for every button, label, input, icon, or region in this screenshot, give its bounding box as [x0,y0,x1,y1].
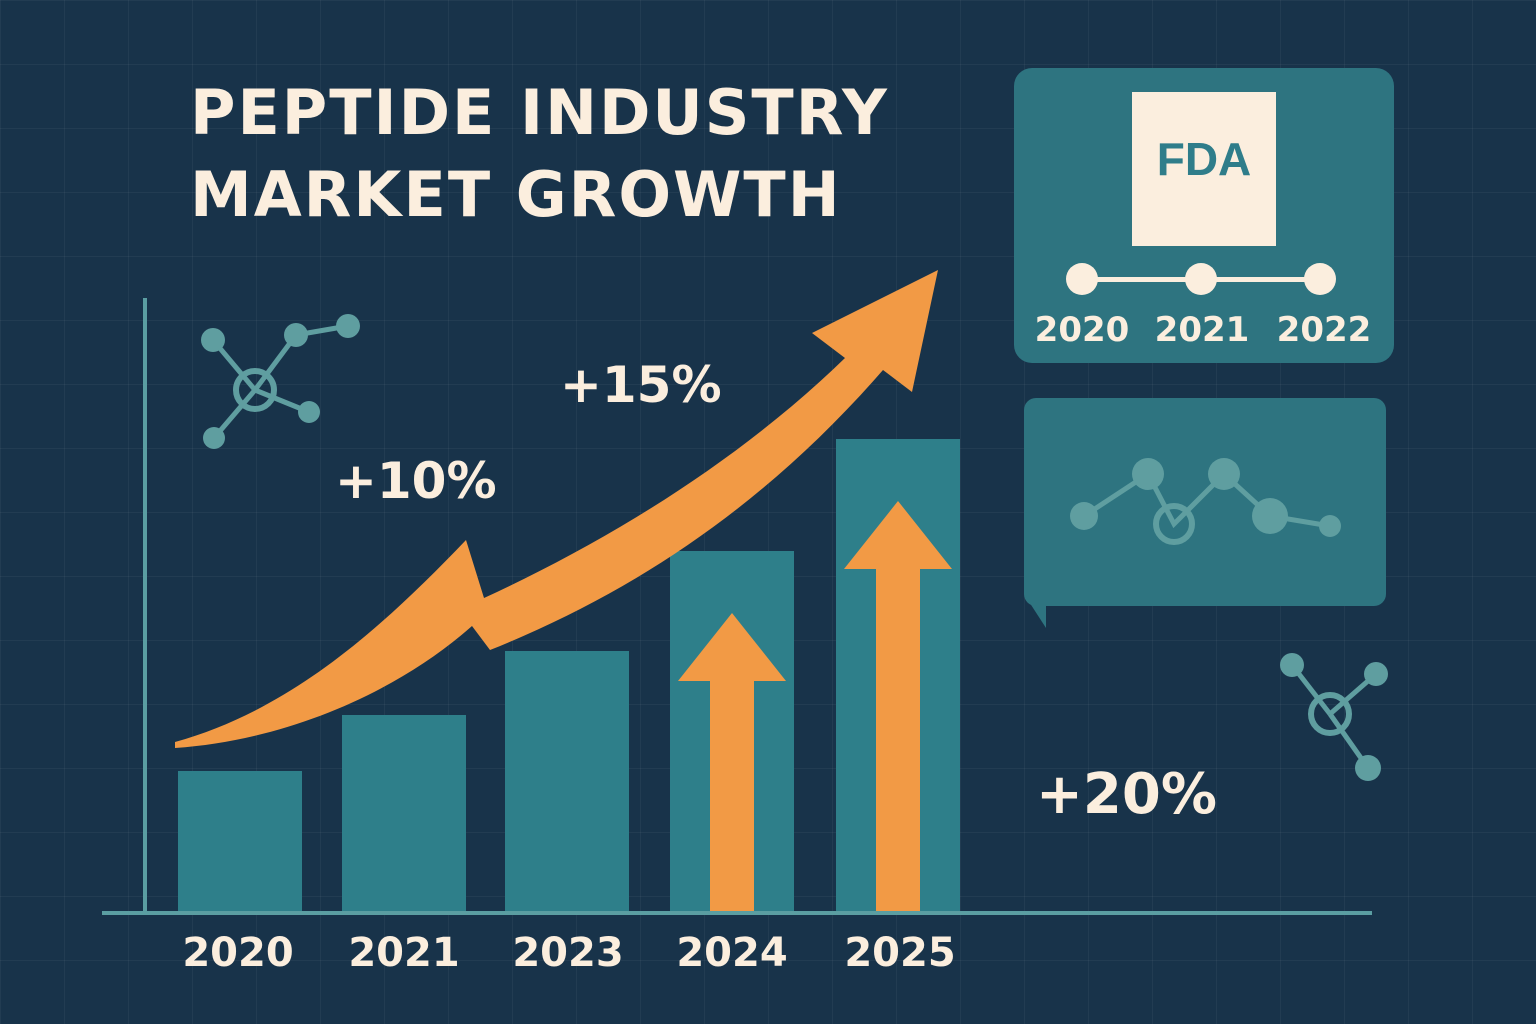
timeline-dot [1304,263,1336,295]
x-tick-label: 2020 [182,930,294,976]
bar-2020 [178,771,302,911]
bar-2023 [505,651,629,911]
molecule-chain-icon [1024,458,1341,628]
molecule-icon [1280,653,1388,781]
growth-arrow-icon [175,270,938,748]
timeline-dot [1066,263,1098,295]
molecule-icon [201,314,360,449]
fda-logo-icon: FDA [1132,92,1276,246]
molecule-card [1024,398,1386,628]
bar-2021 [342,715,466,911]
title-line-2: MARKET GROWTH [190,158,842,231]
annotation-plus-20: +20% [1036,762,1217,827]
x-tick-label: 2021 [348,930,460,976]
fda-logo-text: FDA [1156,133,1252,185]
timeline-year: 2022 [1276,310,1372,350]
timeline-year: 2021 [1154,310,1250,350]
title-line-1: PEPTIDE INDUSTRY [190,76,889,149]
annotation-plus-15: +15% [560,356,722,414]
timeline-dot [1185,263,1217,295]
up-arrow-icon [678,613,786,911]
up-arrow-icon [844,501,952,911]
timeline-year: 2020 [1034,310,1130,350]
x-tick-label: 2025 [844,930,956,976]
x-tick-label: 2024 [676,930,788,976]
annotation-plus-10: +10% [335,452,497,510]
fda-timeline-card: FDA 2020 2021 2022 [1014,68,1394,363]
chart-title: PEPTIDE INDUSTRY MARKET GROWTH [190,72,990,236]
x-tick-label: 2023 [512,930,624,976]
